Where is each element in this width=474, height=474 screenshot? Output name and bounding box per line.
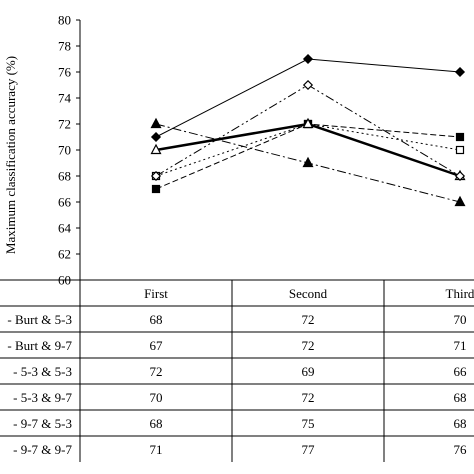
y-tick-label: 78 — [58, 39, 71, 54]
y-tick-label: 80 — [58, 13, 71, 28]
table-value: 72 — [302, 338, 315, 353]
table-value: 75 — [302, 416, 315, 431]
x-category-label: First — [144, 286, 168, 301]
data-point-marker — [150, 117, 162, 129]
series-9-7-9-7 — [150, 53, 466, 143]
data-point-marker — [454, 195, 466, 207]
series-9-7-5-3 — [150, 79, 466, 182]
series-line — [155, 122, 461, 178]
data-point-marker — [150, 131, 162, 143]
series-line — [155, 123, 461, 190]
table-value: 72 — [302, 312, 315, 327]
table-value: 68 — [150, 416, 163, 431]
table-value: 68 — [150, 312, 163, 327]
legend-row-label: - Burt & 9-7 — [7, 338, 72, 353]
data-point-marker — [454, 66, 466, 78]
legend-row-label: - 5-3 & 9-7 — [13, 390, 72, 405]
table-value: 68 — [454, 390, 467, 405]
legend-row-label: - Burt & 5-3 — [7, 312, 72, 327]
series-5-3-5-3 — [150, 117, 466, 207]
y-tick-label: 72 — [58, 117, 71, 132]
series-burt-9-7 — [151, 119, 465, 194]
table-value: 70 — [150, 390, 163, 405]
y-tick-label: 62 — [58, 247, 71, 262]
data-point-marker — [150, 143, 162, 155]
y-tick-label: 70 — [58, 143, 71, 158]
data-point-marker — [302, 53, 314, 65]
y-tick-label: 76 — [58, 65, 72, 80]
table-value: 71 — [150, 442, 163, 457]
data-point-marker — [302, 117, 314, 129]
table-value: 68 — [454, 416, 467, 431]
x-category-label: Second — [289, 286, 328, 301]
table-value: 69 — [302, 364, 315, 379]
table-value: 77 — [302, 442, 316, 457]
data-point-marker — [455, 145, 465, 155]
y-axis-label: Maximum classification accuracy (%) — [3, 56, 18, 254]
table-value: 70 — [454, 312, 467, 327]
series-line — [155, 123, 461, 177]
table-value: 71 — [454, 338, 467, 353]
data-point-marker — [151, 184, 161, 194]
y-tick-label: 64 — [58, 221, 72, 236]
y-tick-label: 74 — [58, 91, 72, 106]
data-point-marker — [302, 156, 314, 168]
legend-row-label: - 9-7 & 5-3 — [13, 416, 72, 431]
legend-row-label: - 9-7 & 9-7 — [13, 442, 72, 457]
data-point-marker — [454, 170, 466, 182]
table-value: 72 — [302, 390, 315, 405]
data-point-marker — [150, 170, 162, 182]
table-value: 72 — [150, 364, 163, 379]
data-point-marker — [455, 132, 465, 142]
table-value: 76 — [454, 442, 468, 457]
legend-row-label: - 5-3 & 5-3 — [13, 364, 72, 379]
table-value: 67 — [150, 338, 164, 353]
table-value: 66 — [454, 364, 468, 379]
y-tick-label: 66 — [58, 195, 72, 210]
x-category-label: Third — [446, 286, 474, 301]
y-tick-label: 68 — [58, 169, 71, 184]
data-point-marker — [302, 79, 314, 91]
